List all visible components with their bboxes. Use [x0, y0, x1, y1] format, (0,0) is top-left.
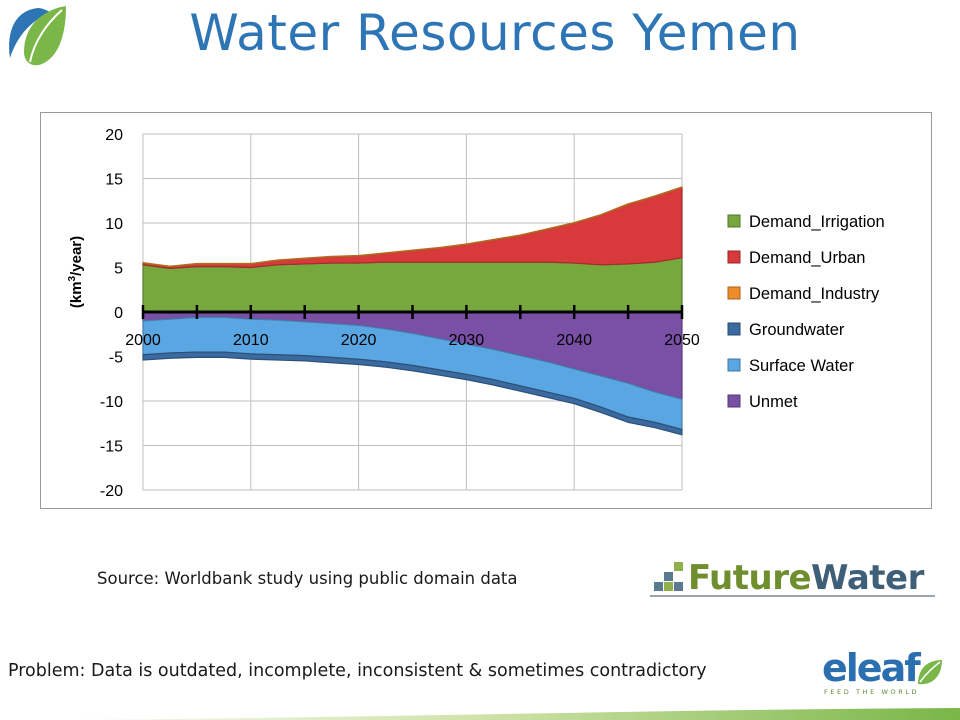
eleaf-logo: eleaf FEED THE WORLD — [822, 646, 942, 698]
x-tick-label: 2050 — [664, 332, 700, 349]
area-demand-industry — [142, 186, 683, 268]
x-tick-label: 2000 — [125, 332, 161, 349]
futurewater-underline — [650, 595, 935, 597]
futurewater-word-future: Future — [688, 558, 812, 598]
y-tick-label: -5 — [109, 350, 123, 367]
x-tick-label: 2010 — [233, 332, 269, 349]
futurewater-logo: FutureWater — [650, 558, 935, 600]
eleaf-leaf-icon — [918, 660, 942, 685]
legend-swatch-unmet — [727, 394, 741, 408]
leaf-logo-icon — [9, 6, 66, 66]
y-tick-label: 5 — [114, 261, 123, 278]
y-tick-label: -10 — [100, 394, 123, 411]
y-axis-label: (km3/year) — [67, 236, 85, 308]
legend-swatch-demand-irrigation — [727, 214, 741, 228]
bottom-decoration-bar — [0, 708, 960, 720]
y-tick-label: -20 — [100, 483, 123, 500]
legend-label-groundwater: Groundwater — [749, 321, 845, 339]
area-demand-urban — [142, 186, 683, 269]
x-tick-label: 2030 — [449, 332, 485, 349]
area-groundwater — [142, 351, 683, 436]
eleaf-tagline: FEED THE WORLD — [824, 688, 920, 696]
y-tick-label: 0 — [114, 305, 123, 322]
legend-label-unmet: Unmet — [749, 393, 798, 411]
eleaf-wordmark: eleaf — [822, 646, 921, 690]
legend-label-demand-irrigation: Demand_Irrigation — [749, 213, 885, 231]
y-tick-label: 10 — [105, 216, 123, 233]
x-tick-label: 2040 — [556, 332, 592, 349]
slide-title: Water Resources Yemen — [189, 4, 801, 62]
chart-frame: 20 15 10 5 0 -5 -10 -15 -20 2000 2010 2020 2030 2040 2… — [40, 112, 932, 509]
y-tick-label: 15 — [105, 172, 123, 189]
legend-swatch-demand-industry — [727, 286, 741, 300]
legend-swatch-surface-water — [727, 358, 741, 372]
legend-label-surface-water: Surface Water — [749, 357, 854, 375]
y-tick-label: -15 — [100, 439, 123, 456]
x-tick-label: 2020 — [341, 332, 377, 349]
legend-swatch-demand-urban — [727, 250, 741, 264]
futurewater-word-water: Water — [811, 558, 924, 598]
futurewater-squares-icon — [654, 562, 683, 591]
legend-swatch-groundwater — [727, 322, 741, 336]
source-note: Source: Worldbank study using public dom… — [97, 569, 518, 588]
legend-label-demand-urban: Demand_Urban — [749, 249, 865, 267]
problem-statement: Problem: Data is outdated, incomplete, i… — [8, 661, 707, 681]
y-tick-label: 20 — [105, 127, 123, 144]
stacked-area-chart: 20 15 10 5 0 -5 -10 -15 -20 2000 2010 2020 2030 2040 2… — [67, 127, 885, 500]
legend-label-demand-industry: Demand_Industry — [749, 285, 880, 303]
